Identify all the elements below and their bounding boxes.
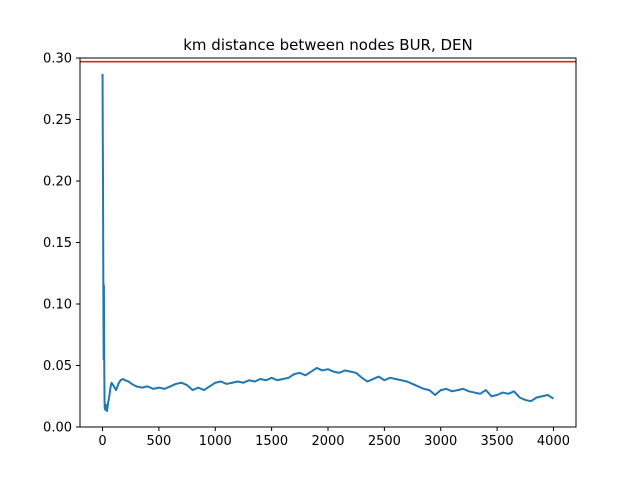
- y-tick-label-3: 0.15: [43, 236, 72, 251]
- x-tick-label-6: 3000: [424, 434, 457, 449]
- x-tick-label-2: 1000: [199, 434, 232, 449]
- y-tick-label-6: 0.30: [43, 52, 72, 67]
- y-tick-label-5: 0.25: [43, 113, 72, 128]
- y-tick-label-1: 0.05: [43, 359, 72, 374]
- x-tick-label-1: 500: [146, 434, 171, 449]
- y-tick-label-2: 0.10: [43, 298, 72, 313]
- x-tick-label-8: 4000: [537, 434, 570, 449]
- x-tick-label-0: 0: [98, 434, 106, 449]
- x-tick-label-7: 3500: [481, 434, 514, 449]
- series-line-0: [101, 73, 554, 413]
- x-tick-label-5: 2500: [368, 434, 401, 449]
- x-tick-label-3: 1500: [255, 434, 288, 449]
- x-tick-label-4: 2000: [311, 434, 344, 449]
- chart-title: km distance between nodes BUR, DEN: [183, 36, 473, 54]
- y-tick-label-0: 0.00: [43, 421, 72, 436]
- plot-area: 0 500 1000 1500 2000 2500 3000 3500 4000 0.00 0.05…: [43, 52, 577, 449]
- y-tick-label-4: 0.20: [43, 175, 72, 190]
